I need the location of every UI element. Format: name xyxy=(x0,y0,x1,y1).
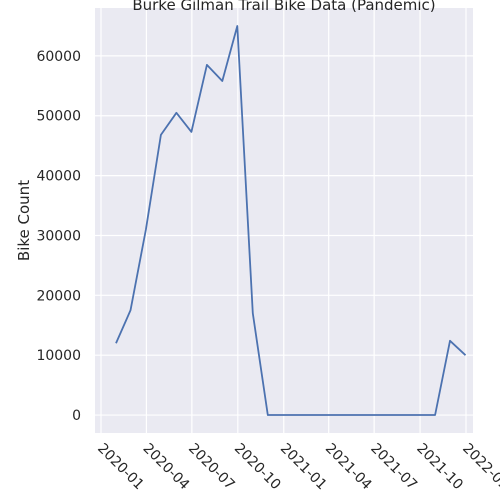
x-tick-label: 2021-07 xyxy=(367,441,420,494)
y-tick-label: 10000 xyxy=(36,348,81,364)
y-axis-label: Bike Count xyxy=(15,180,33,261)
y-tick-label: 30000 xyxy=(36,228,81,244)
series-lines xyxy=(115,25,467,416)
chart-title: Burke Gilman Trail Bike Data (Pandemic) xyxy=(132,0,435,14)
y-tick-label: 60000 xyxy=(36,49,81,65)
x-tick-label: 2020-10 xyxy=(231,441,284,494)
x-tick-label: 2020-04 xyxy=(140,441,193,494)
y-tick-label: 0 xyxy=(72,408,81,424)
y-tick-label: 50000 xyxy=(36,109,81,125)
x-tick-label: 2020-07 xyxy=(185,441,238,494)
y-tick-label: 20000 xyxy=(36,288,81,304)
y-tick-labels: 0 10000 20000 30000 40000 50000 60000 xyxy=(36,49,81,424)
x-tick-label: 2020-01 xyxy=(94,441,147,494)
x-tick-label: 2021-10 xyxy=(413,441,466,494)
x-tick-label: 2022-01 xyxy=(459,441,500,494)
x-tick-labels: 2020-012020-042020-072020-102021-012021-… xyxy=(94,441,500,494)
y-tick-label: 40000 xyxy=(36,169,81,185)
x-tick-label: 2021-01 xyxy=(277,441,330,494)
x-tick-label: 2021-04 xyxy=(322,441,375,494)
series-line xyxy=(115,25,467,416)
